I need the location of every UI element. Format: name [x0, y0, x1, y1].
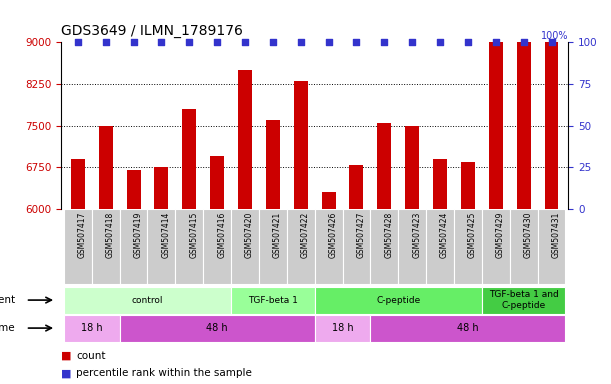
Bar: [454, 209, 482, 284]
Point: [240, 39, 250, 45]
Point: [296, 39, 306, 45]
Point: [519, 39, 529, 45]
Text: percentile rank within the sample: percentile rank within the sample: [76, 368, 252, 378]
Bar: [321, 192, 335, 209]
Point: [435, 39, 445, 45]
Text: GSM507414: GSM507414: [161, 212, 170, 258]
Bar: [266, 120, 280, 209]
Text: time: time: [0, 323, 15, 333]
Bar: [510, 209, 538, 284]
Bar: [175, 209, 203, 284]
Bar: [482, 209, 510, 284]
Bar: [92, 209, 120, 284]
Bar: [64, 314, 120, 341]
Bar: [294, 81, 308, 209]
Bar: [147, 209, 175, 284]
Bar: [99, 126, 112, 209]
Bar: [315, 209, 343, 284]
Text: GSM507416: GSM507416: [217, 212, 226, 258]
Text: agent: agent: [0, 295, 15, 305]
Text: 48 h: 48 h: [207, 323, 228, 333]
Text: C-peptide: C-peptide: [376, 296, 420, 305]
Bar: [370, 209, 398, 284]
Bar: [182, 109, 196, 209]
Text: GSM507421: GSM507421: [273, 212, 282, 258]
Point: [268, 39, 278, 45]
Point: [463, 39, 473, 45]
Bar: [64, 209, 92, 284]
Bar: [259, 209, 287, 284]
Text: GSM507426: GSM507426: [329, 212, 338, 258]
Bar: [210, 156, 224, 209]
Text: ■: ■: [61, 351, 71, 361]
Point: [324, 39, 334, 45]
Text: GSM507425: GSM507425: [468, 212, 477, 258]
Bar: [426, 209, 454, 284]
Bar: [370, 314, 565, 341]
Point: [101, 39, 111, 45]
Point: [73, 39, 82, 45]
Text: GSM507430: GSM507430: [524, 212, 533, 258]
Point: [351, 39, 361, 45]
Text: GSM507418: GSM507418: [106, 212, 115, 258]
Bar: [538, 209, 565, 284]
Bar: [71, 159, 85, 209]
Bar: [120, 314, 315, 341]
Bar: [378, 123, 391, 209]
Bar: [120, 209, 147, 284]
Text: TGF-beta 1 and
C-peptide: TGF-beta 1 and C-peptide: [489, 290, 558, 310]
Bar: [405, 126, 419, 209]
Bar: [433, 159, 447, 209]
Text: GSM507423: GSM507423: [412, 212, 421, 258]
Point: [408, 39, 417, 45]
Text: 48 h: 48 h: [457, 323, 479, 333]
Text: TGF-beta 1: TGF-beta 1: [248, 296, 298, 305]
Bar: [231, 286, 315, 313]
Bar: [315, 314, 370, 341]
Text: GDS3649 / ILMN_1789176: GDS3649 / ILMN_1789176: [61, 25, 243, 38]
Text: count: count: [76, 351, 106, 361]
Bar: [544, 17, 558, 209]
Bar: [155, 167, 169, 209]
Bar: [517, 20, 530, 209]
Point: [379, 39, 389, 45]
Bar: [489, 15, 503, 209]
Bar: [482, 286, 565, 313]
Bar: [203, 209, 231, 284]
Bar: [126, 170, 141, 209]
Bar: [398, 209, 426, 284]
Text: GSM507415: GSM507415: [189, 212, 199, 258]
Text: GSM507424: GSM507424: [440, 212, 449, 258]
Point: [185, 39, 194, 45]
Bar: [343, 209, 370, 284]
Text: GSM507427: GSM507427: [356, 212, 365, 258]
Bar: [349, 165, 364, 209]
Text: GSM507429: GSM507429: [496, 212, 505, 258]
Text: GSM507431: GSM507431: [552, 212, 560, 258]
Text: GSM507420: GSM507420: [245, 212, 254, 258]
Bar: [287, 209, 315, 284]
Point: [547, 39, 557, 45]
Text: GSM507417: GSM507417: [78, 212, 87, 258]
Bar: [64, 286, 231, 313]
Text: GSM507428: GSM507428: [384, 212, 393, 258]
Text: 18 h: 18 h: [81, 323, 103, 333]
Bar: [238, 70, 252, 209]
Text: 100%: 100%: [541, 31, 568, 41]
Point: [212, 39, 222, 45]
Bar: [461, 162, 475, 209]
Point: [156, 39, 166, 45]
Text: 18 h: 18 h: [332, 323, 353, 333]
Bar: [315, 286, 482, 313]
Text: control: control: [132, 296, 163, 305]
Text: GSM507422: GSM507422: [301, 212, 310, 258]
Text: GSM507419: GSM507419: [134, 212, 142, 258]
Point: [491, 39, 500, 45]
Bar: [231, 209, 259, 284]
Text: ■: ■: [61, 368, 71, 378]
Point: [129, 39, 139, 45]
